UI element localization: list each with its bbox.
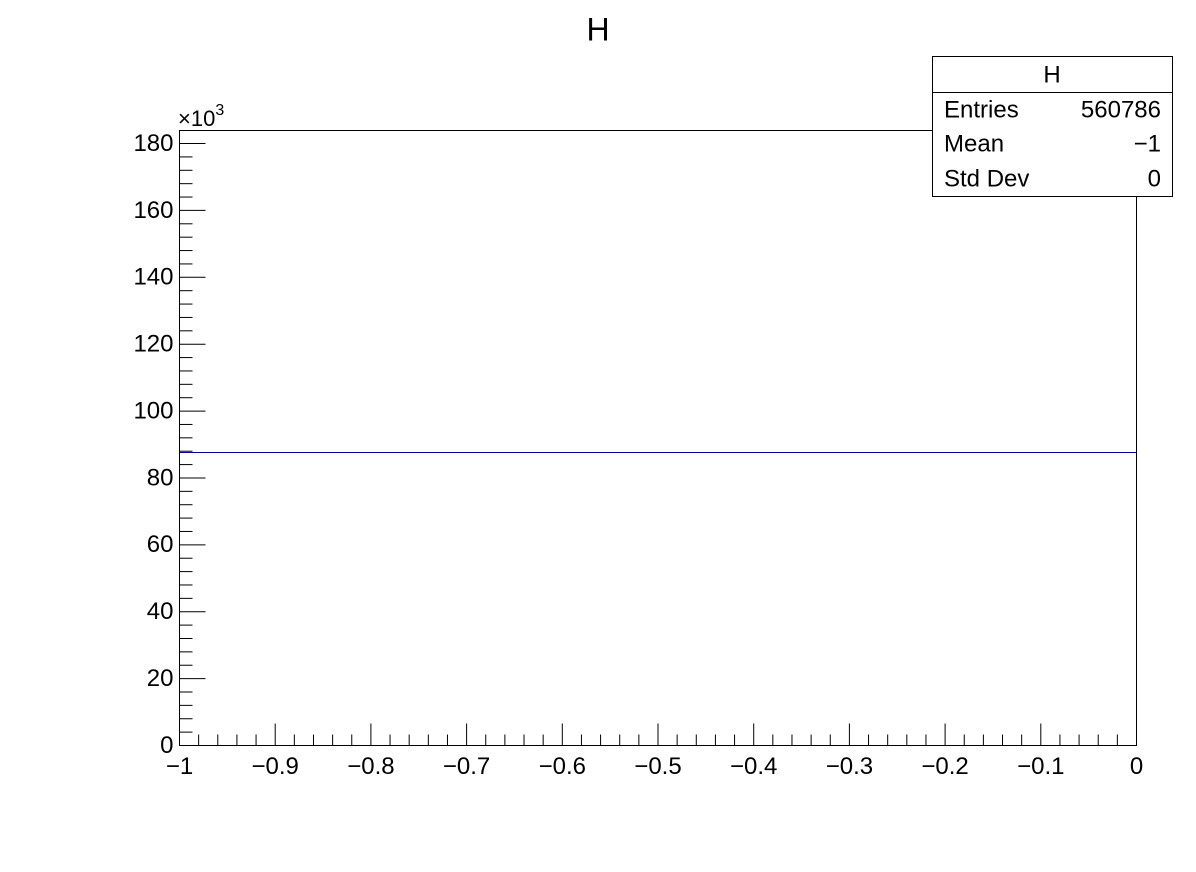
stats-value: 0	[1148, 165, 1161, 192]
y-tick-label: 180	[133, 130, 173, 157]
stats-title: H	[1043, 61, 1060, 88]
y-tick-label: 0	[160, 732, 173, 759]
stats-frame	[932, 56, 1173, 197]
x-tick-label: −0.2	[921, 753, 968, 780]
chart-title: H	[586, 11, 609, 47]
x-tick-label: −0.7	[443, 753, 490, 780]
stats-box: H Entries 560786 Mean −1 Std Dev 0	[932, 56, 1173, 197]
y-multiplier-base: ×10	[178, 106, 215, 131]
y-multiplier-exponent: 3	[215, 102, 224, 119]
y-tick-label: 80	[147, 464, 174, 491]
x-tick-label: −0.6	[539, 753, 586, 780]
y-tick-label: 40	[147, 598, 174, 625]
x-tick-label: −0.8	[347, 753, 394, 780]
stats-label: Std Dev	[944, 165, 1029, 192]
y-tick-label: 140	[133, 264, 173, 291]
x-tick-label: −0.3	[826, 753, 873, 780]
x-tick-label: −1	[166, 753, 193, 780]
x-tick-label: 0	[1130, 753, 1143, 780]
stats-label: Mean	[944, 130, 1004, 157]
y-tick-label: 100	[133, 397, 173, 424]
stats-label: Entries	[944, 96, 1019, 123]
x-tick-label: −0.1	[1017, 753, 1064, 780]
y-tick-label: 60	[147, 531, 174, 558]
stats-value: 560786	[1081, 96, 1161, 123]
x-tick-label: −0.5	[634, 753, 681, 780]
x-tick-label: −0.9	[252, 753, 299, 780]
y-tick-label: 20	[147, 665, 174, 692]
y-multiplier: ×103	[178, 102, 224, 131]
y-tick-label: 120	[133, 331, 173, 358]
x-tick-label: −0.4	[730, 753, 777, 780]
y-tick-label: 160	[133, 197, 173, 224]
stats-value: −1	[1134, 130, 1161, 157]
